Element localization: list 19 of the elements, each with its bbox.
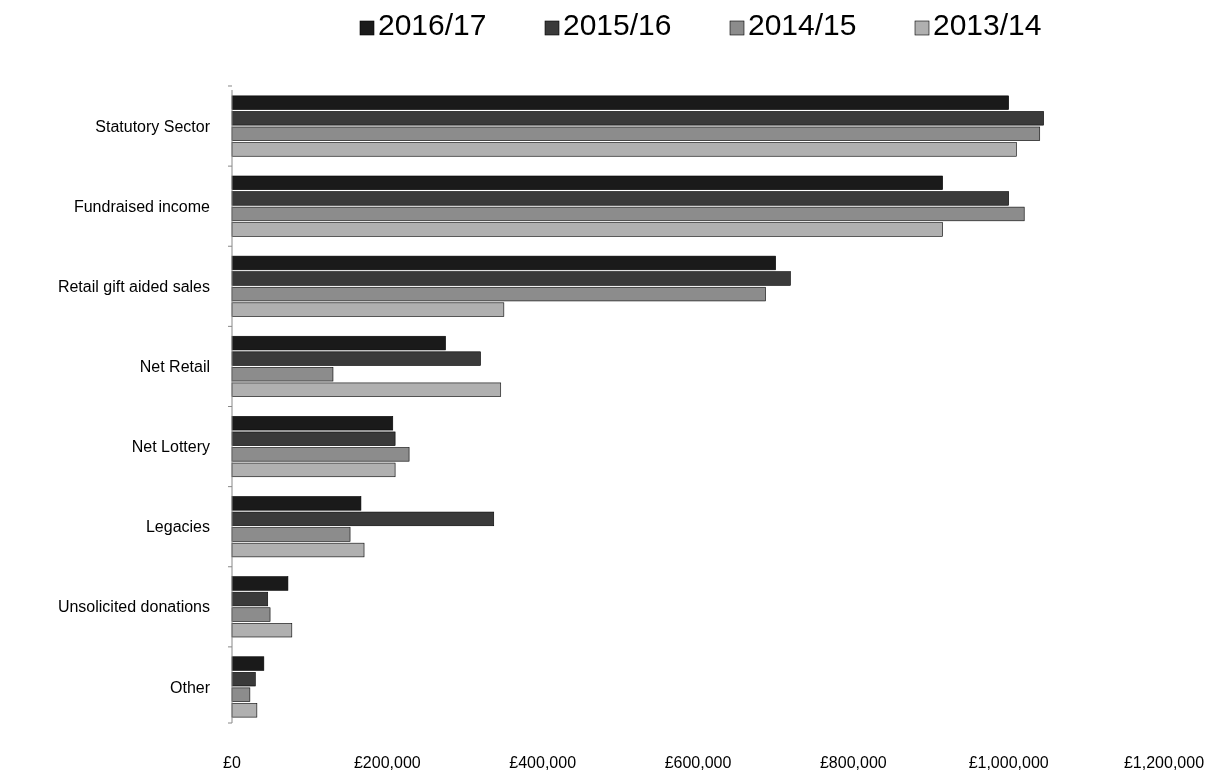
legend-label: 2015/16 — [563, 8, 672, 41]
y-tick-label: Other — [169, 678, 211, 696]
legend-label: 2016/17 — [378, 8, 487, 41]
y-tick-label: Net Lottery — [131, 438, 210, 456]
y-tick-label: Unsolicited donations — [57, 598, 210, 616]
y-tick-label: Retail gift aided sales — [57, 277, 210, 295]
y-tick-label: Fundraised income — [73, 197, 211, 215]
x-tick-label: £1,200,000 — [1123, 754, 1205, 771]
y-tick-label: Net Retail — [139, 358, 210, 376]
y-tick-label: Legacies — [145, 518, 210, 536]
x-tick-label: £800,000 — [819, 754, 887, 771]
x-tick-label: £600,000 — [664, 754, 732, 771]
legend-label: 2014/15 — [748, 8, 857, 41]
x-tick-label: £200,000 — [353, 754, 421, 771]
x-tick-label: £0 — [223, 754, 241, 771]
y-tick-label: Statutory Sector — [95, 117, 211, 135]
x-tick-label: £400,000 — [509, 754, 577, 771]
x-tick-label: £1,000,000 — [968, 754, 1049, 771]
legend-label: 2013/14 — [933, 8, 1042, 41]
